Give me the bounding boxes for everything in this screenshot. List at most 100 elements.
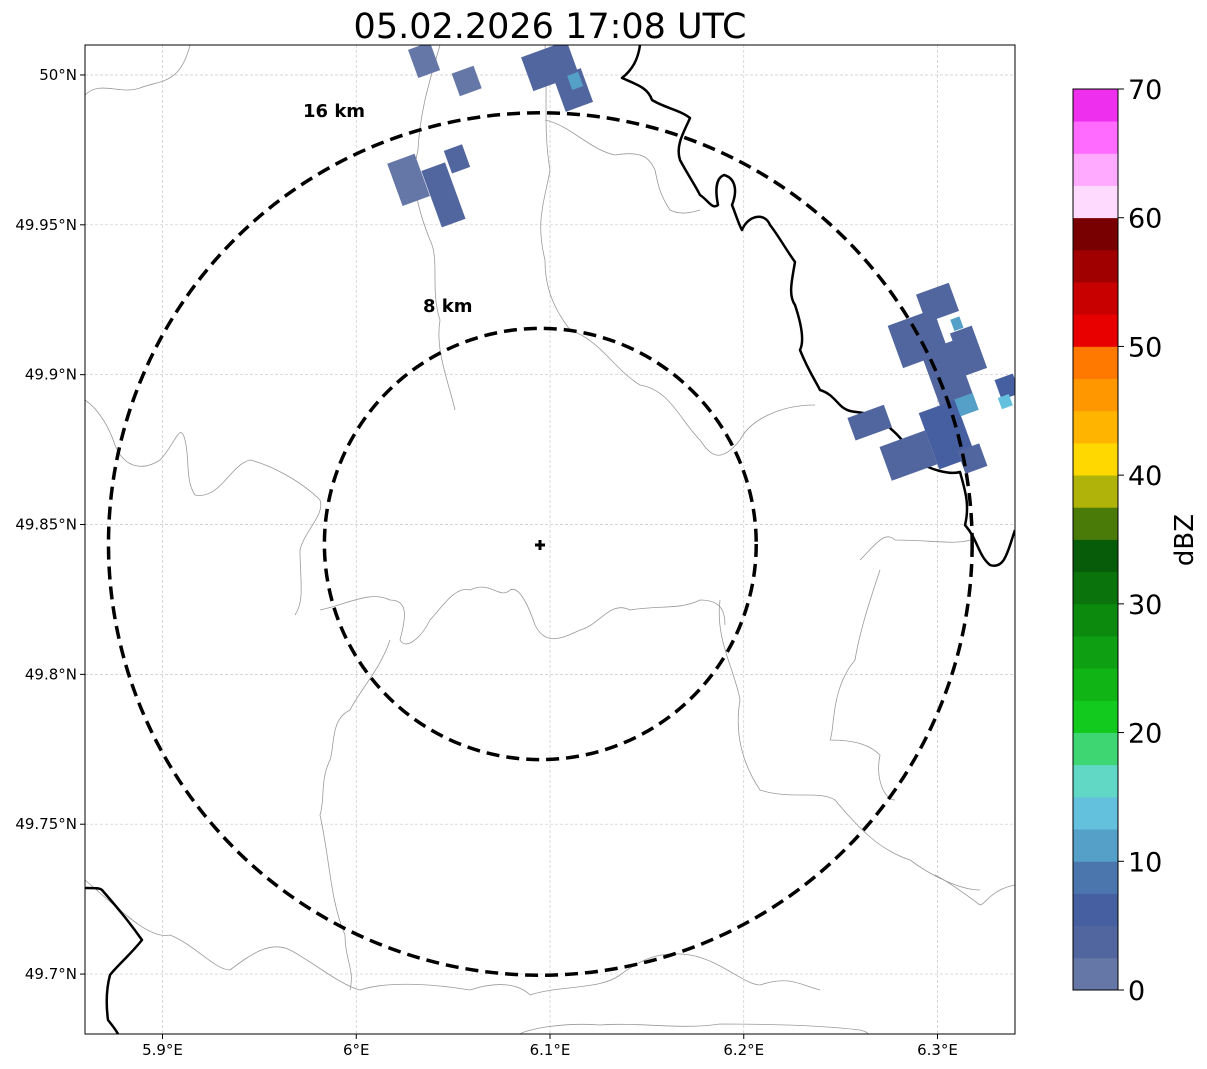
colorbar-band	[1073, 89, 1118, 122]
colorbar-tick-label: 60	[1128, 204, 1162, 235]
y-tick-label: 49.7°N	[25, 965, 77, 983]
reflectivity-cell	[421, 162, 466, 228]
colorbar-bands	[1073, 89, 1118, 991]
y-tick-label: 49.9°N	[25, 366, 77, 384]
colorbar-band	[1073, 475, 1118, 508]
y-tick-label: 49.75°N	[15, 815, 77, 833]
colorbar-band	[1073, 185, 1118, 219]
y-tick-label: 50°N	[39, 66, 77, 84]
x-tick-label: 5.9°E	[142, 1041, 183, 1059]
reflectivity-cell	[847, 404, 892, 441]
reflectivity-cell	[387, 153, 430, 206]
map-title: 05.02.2026 17:08 UTC	[354, 7, 747, 47]
colorbar-band	[1073, 636, 1118, 669]
colorbar-band	[1073, 378, 1118, 412]
reflectivity-cell	[915, 282, 960, 323]
colorbar-band	[1073, 668, 1118, 701]
colorbar-tick-label: 10	[1128, 847, 1162, 878]
colorbar-band	[1073, 314, 1118, 347]
admin-boundary-line	[540, 45, 816, 456]
admin-boundary-line	[519, 1023, 869, 1034]
colorbar-label: dBZ	[1170, 514, 1200, 566]
admin-boundary-line	[85, 879, 821, 996]
y-tick-label: 49.8°N	[25, 665, 77, 683]
gridlines	[85, 45, 1015, 1034]
reflectivity-cell	[553, 68, 594, 112]
x-tick-label: 6.2°E	[723, 1041, 764, 1059]
range-ring-16km	[106, 111, 974, 977]
y-tick-label: 49.95°N	[15, 216, 77, 234]
reflectivity-cell	[950, 316, 964, 332]
reflectivity-cell	[949, 325, 988, 376]
colorbar-band	[1073, 153, 1118, 186]
radar-site-marker[interactable]	[535, 540, 545, 550]
colorbar-band	[1073, 539, 1118, 573]
colorbar-band	[1073, 121, 1118, 154]
colorbar-band	[1073, 764, 1118, 798]
colorbar-tick-label: 0	[1128, 976, 1145, 1007]
colorbar-band	[1073, 571, 1118, 605]
colorbar-band	[1073, 346, 1118, 380]
admin-boundary-line	[85, 45, 191, 96]
y-axis: 50°N 49.95°N 49.9°N 49.85°N 49.8°N 49.75°N 49.…	[15, 66, 85, 983]
x-axis: 5.9°E 6°E 6.1°E 6.2°E 6.3°E	[142, 1034, 958, 1059]
colorbar-band	[1073, 410, 1118, 444]
colorbar-band	[1073, 507, 1118, 540]
colorbar-band	[1073, 796, 1118, 830]
reflectivity-cell	[879, 430, 938, 481]
map-area[interactable]	[85, 41, 1020, 1034]
colorbar-band	[1073, 732, 1118, 766]
colorbar-band	[1073, 925, 1118, 959]
national-borders	[85, 45, 1015, 1034]
colorbar-tick-label: 30	[1128, 590, 1162, 621]
admin-boundary-line	[319, 586, 726, 645]
map-background	[85, 45, 1015, 1034]
admin-boundary-line	[829, 536, 971, 801]
admin-boundary-line	[544, 119, 701, 214]
colorbar-band	[1073, 603, 1118, 637]
colorbar-tick-label: 50	[1128, 332, 1162, 363]
country-border-line	[620, 45, 1015, 567]
colorbar-band	[1073, 700, 1118, 733]
admin-boundary-line	[319, 639, 391, 991]
colorbar-band	[1073, 957, 1118, 991]
colorbar: 0 10 20 30 40 50 60 70 dBZ	[1072, 75, 1200, 1007]
colorbar-frame	[1072, 88, 1119, 991]
colorbar-tick-label: 40	[1128, 461, 1162, 492]
y-tick-label: 49.85°N	[15, 516, 77, 534]
colorbar-band	[1073, 829, 1118, 862]
admin-boundary-line	[718, 599, 981, 891]
reflectivity-cell	[408, 45, 441, 79]
reflectivity-cell	[443, 144, 471, 174]
colorbar-band	[1073, 217, 1118, 251]
ring-label-16km: 16 km	[303, 101, 365, 122]
country-border-line	[85, 886, 144, 1034]
reflectivity-cell	[567, 71, 584, 90]
admin-boundary-line	[85, 399, 322, 616]
colorbar-band	[1073, 442, 1118, 476]
colorbar-ticks: 0 10 20 30 40 50 60 70	[1118, 75, 1162, 1007]
range-rings	[106, 111, 974, 977]
reflectivity-cell	[997, 394, 1013, 410]
x-tick-label: 6°E	[343, 1041, 370, 1059]
colorbar-tick-label: 20	[1128, 719, 1162, 750]
ring-label-8km: 8 km	[423, 296, 473, 317]
reflectivity-layer	[387, 45, 1015, 481]
reflectivity-cell	[994, 373, 1015, 400]
range-ring-8km	[322, 326, 758, 762]
colorbar-band	[1073, 893, 1118, 927]
reflectivity-cell	[451, 65, 482, 97]
x-tick-label: 6.3°E	[917, 1041, 958, 1059]
colorbar-tick-label: 70	[1128, 75, 1162, 106]
colorbar-band	[1073, 282, 1118, 315]
x-tick-label: 6.1°E	[530, 1041, 571, 1059]
admin-boundaries	[85, 45, 1015, 1034]
colorbar-band	[1073, 249, 1118, 283]
colorbar-band	[1073, 861, 1118, 894]
reflectivity-cell	[954, 392, 979, 417]
admin-boundary-line	[414, 45, 456, 411]
admin-boundary-line	[934, 874, 1015, 906]
reflectivity-cell	[920, 340, 974, 409]
ring-labels: 16 km 8 km	[303, 101, 473, 317]
